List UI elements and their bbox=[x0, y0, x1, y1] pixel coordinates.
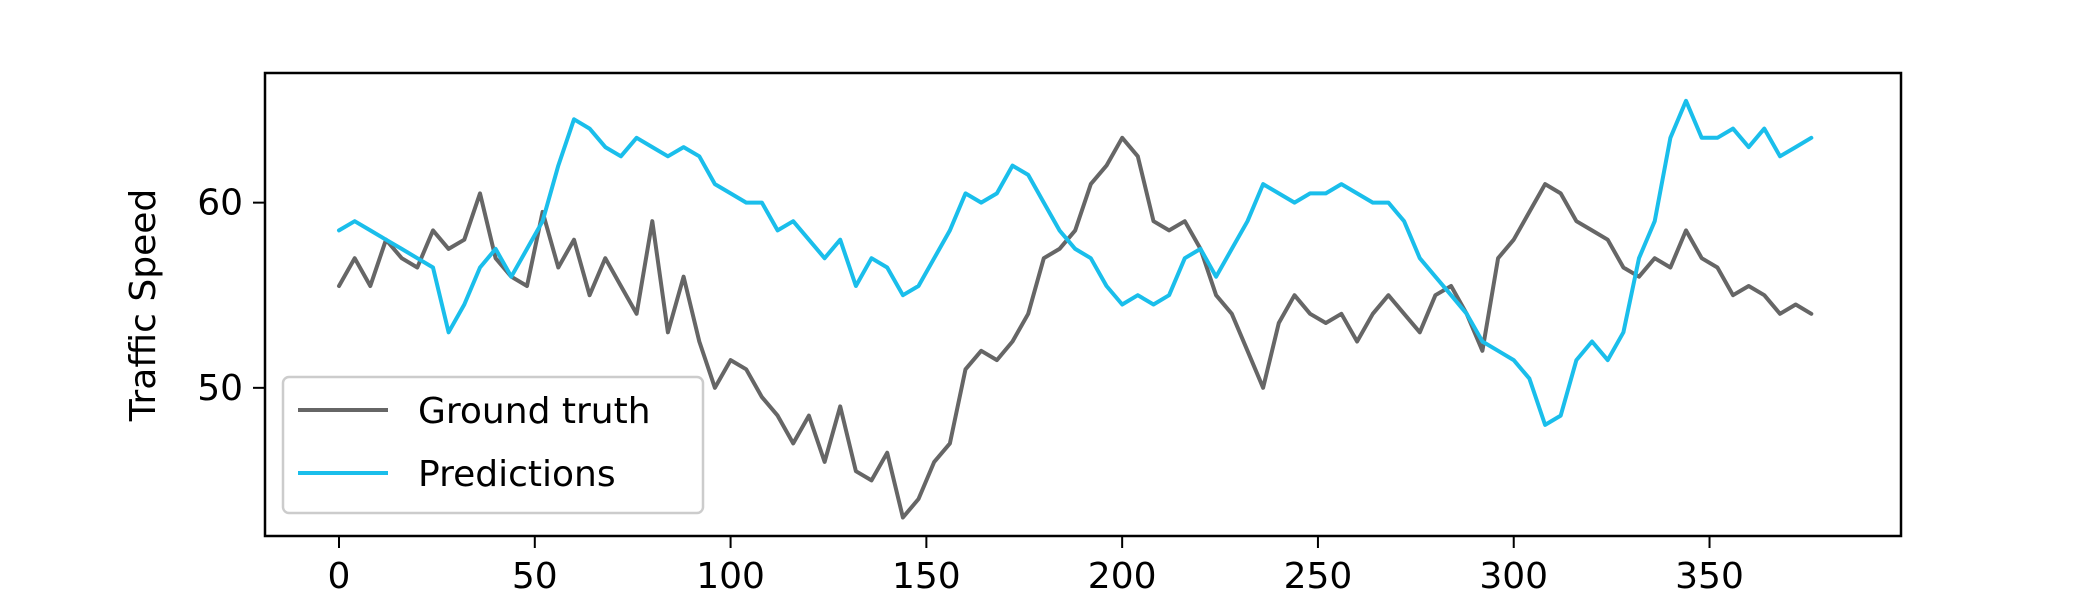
y-tick-label: 50 bbox=[197, 368, 243, 409]
x-tick-label: 100 bbox=[696, 556, 765, 597]
x-tick-label: 50 bbox=[512, 556, 558, 597]
x-tick-label: 0 bbox=[328, 556, 351, 597]
y-tick-label: 60 bbox=[197, 183, 243, 224]
x-tick-label: 200 bbox=[1088, 556, 1157, 597]
x-tick-label: 250 bbox=[1284, 556, 1353, 597]
legend: Ground truth Predictions bbox=[281, 375, 705, 515]
x-tick-label: 300 bbox=[1479, 556, 1548, 597]
x-tick-label: 350 bbox=[1675, 556, 1744, 597]
plot-lines bbox=[337, 98, 1814, 520]
x-axis: 0 50 100 150 200 250 300 350 bbox=[328, 536, 1744, 597]
legend-label-1: Predictions bbox=[418, 454, 616, 495]
y-axis-label: Traffic Speed bbox=[123, 189, 164, 422]
x-tick-label: 150 bbox=[892, 556, 961, 597]
series-line-1 bbox=[337, 98, 1814, 427]
plot-frame bbox=[263, 71, 1903, 538]
y-axis: 50 60 bbox=[197, 183, 265, 409]
legend-label-0: Ground truth bbox=[418, 391, 651, 432]
series-line-0 bbox=[337, 135, 1814, 520]
